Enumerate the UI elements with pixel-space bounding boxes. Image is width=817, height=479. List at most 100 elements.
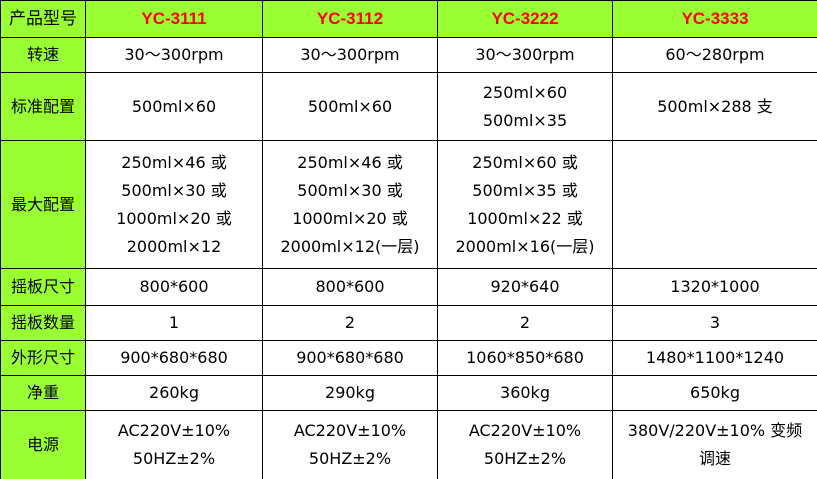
header-cell: YC-3222 xyxy=(437,0,613,38)
row-label: 外形尺寸 xyxy=(0,340,86,376)
header-row: 产品型号 YC-3111 YC-3112 YC-3222 YC-3333 xyxy=(0,0,817,38)
cell: 380V/220V±10% 变频 调速 xyxy=(612,410,817,479)
cell: 250ml×46 或 500ml×30 或 1000ml×20 或 2000ml×12 xyxy=(85,140,263,269)
cell-line: 250ml×60 xyxy=(482,82,568,102)
cell-line: 290kg xyxy=(325,383,375,402)
cell-line: AC220V±10% xyxy=(117,421,231,440)
cell-line: 800*600 xyxy=(139,277,209,296)
cell: 30～300rpm xyxy=(85,37,263,73)
row-label: 摇板尺寸 xyxy=(0,268,86,306)
cell-line: 500ml×60 xyxy=(307,96,393,116)
row: 最大配置 250ml×46 或 500ml×30 或 1000ml×20 或 2000m… xyxy=(0,140,817,269)
cell-line: 1480*1100*1240 xyxy=(645,348,785,367)
cell-line: 250ml×46 或 xyxy=(297,152,403,172)
cell: AC220V±10% 50HZ±2% xyxy=(85,410,263,479)
cell: 250ml×46 或 500ml×30 或 1000ml×20 或 2000ml×12… xyxy=(262,140,438,269)
cell: 1060*850*680 xyxy=(437,340,613,376)
header-cell: YC-3111 xyxy=(85,0,263,38)
cell-line: 30～300rpm xyxy=(300,45,400,64)
cell xyxy=(612,140,817,269)
cell-line: 900*680*680 xyxy=(120,348,228,367)
cell-line: 2 xyxy=(519,313,531,332)
cell: 2 xyxy=(437,305,613,341)
row: 净重 260kg 290kg 360kg 650kg xyxy=(0,375,817,411)
row-label: 转速 xyxy=(0,37,86,73)
cell-line: 650kg xyxy=(690,383,740,402)
row-label: 标准配置 xyxy=(0,72,86,141)
header-cell: YC-3112 xyxy=(262,0,438,38)
cell: AC220V±10% 50HZ±2% xyxy=(262,410,438,479)
cell-line: 2 xyxy=(344,313,356,332)
cell-line: 调速 xyxy=(698,449,731,468)
row-label: 最大配置 xyxy=(0,140,86,269)
cell-line: 1320*1000 xyxy=(670,277,760,296)
cell: 1320*1000 xyxy=(612,268,817,306)
cell-line: 260kg xyxy=(149,383,199,402)
cell-line: 1 xyxy=(168,313,180,332)
cell-line: AC220V±10% xyxy=(293,421,407,440)
cell: 1 xyxy=(85,305,263,341)
cell: 360kg xyxy=(437,375,613,411)
cell-line: 1060*850*680 xyxy=(466,348,584,367)
cell: 900*680*680 xyxy=(262,340,438,376)
cell: 800*600 xyxy=(85,268,263,306)
row-label: 电源 xyxy=(0,410,86,479)
row: 摇板尺寸 800*600 800*600 920*640 1320*1000 xyxy=(0,268,817,306)
cell: 500ml×60 xyxy=(262,72,438,141)
cell: 3 xyxy=(612,305,817,341)
cell-line: 250ml×46 或 xyxy=(121,152,227,172)
cell: 250ml×60 或 500ml×35 或 1000ml×22 或 2000ml×16… xyxy=(437,140,613,269)
row: 电源 AC220V±10% 50HZ±2% AC220V±10% 50HZ±2% AC22… xyxy=(0,410,817,479)
cell: 60～280rpm xyxy=(612,37,817,73)
cell: 500ml×288 支 xyxy=(612,72,817,141)
cell-line: 50HZ±2% xyxy=(308,449,392,468)
cell-line: 50HZ±2% xyxy=(483,449,567,468)
row: 摇板数量 1 2 2 3 xyxy=(0,305,817,341)
row: 外形尺寸 900*680*680 900*680*680 1060*850*680 14… xyxy=(0,340,817,376)
cell-line: 250ml×60 或 xyxy=(472,152,578,172)
cell-line: 30～300rpm xyxy=(475,45,575,64)
cell: 2 xyxy=(262,305,438,341)
cell: 290kg xyxy=(262,375,438,411)
cell-line: 1000ml×20 或 xyxy=(292,208,408,228)
cell-line: 2000ml×12 xyxy=(126,236,222,256)
cell-line: 500ml×30 或 xyxy=(121,180,227,200)
cell: 920*640 xyxy=(437,268,613,306)
cell-line: 500ml×35 xyxy=(482,110,568,130)
cell: 250ml×60 500ml×35 xyxy=(437,72,613,141)
cell-line: 3 xyxy=(709,313,721,332)
cell-line: 500ml×30 或 xyxy=(297,180,403,200)
cell: 30～300rpm xyxy=(262,37,438,73)
cell: 1480*1100*1240 xyxy=(612,340,817,376)
row-label: 摇板数量 xyxy=(0,305,86,341)
cell-line: 30～300rpm xyxy=(124,45,224,64)
row-label: 净重 xyxy=(0,375,86,411)
cell-line: 360kg xyxy=(500,383,550,402)
cell-line: 500ml×35 或 xyxy=(472,180,578,200)
cell: 800*600 xyxy=(262,268,438,306)
cell: AC220V±10% 50HZ±2% xyxy=(437,410,613,479)
cell-line: 1000ml×20 或 xyxy=(116,208,232,228)
cell: 500ml×60 xyxy=(85,72,263,141)
cell: 650kg xyxy=(612,375,817,411)
cell-line: 50HZ±2% xyxy=(132,449,216,468)
header-cell: YC-3333 xyxy=(612,0,817,38)
row: 标准配置 500ml×60 500ml×60 250ml×60 500ml×35 500m… xyxy=(0,72,817,141)
cell-line: AC220V±10% xyxy=(468,421,582,440)
cell-line: 2000ml×12(一层) xyxy=(280,236,420,256)
cell-line: 500ml×288 支 xyxy=(657,96,773,116)
cell: 900*680*680 xyxy=(85,340,263,376)
cell-line: 500ml×60 xyxy=(131,96,217,116)
cell-line: 2000ml×16(一层) xyxy=(455,236,595,256)
cell-line: 800*600 xyxy=(315,277,385,296)
header-cell: 产品型号 xyxy=(0,0,86,38)
cell: 260kg xyxy=(85,375,263,411)
cell-line: 60～280rpm xyxy=(665,45,765,64)
row: 转速 30～300rpm 30～300rpm 30～300rpm 60～280rpm xyxy=(0,37,817,73)
cell-line: 920*640 xyxy=(490,277,560,296)
cell-line: 1000ml×22 或 xyxy=(467,208,583,228)
cell-line: 900*680*680 xyxy=(296,348,404,367)
cell: 30～300rpm xyxy=(437,37,613,73)
